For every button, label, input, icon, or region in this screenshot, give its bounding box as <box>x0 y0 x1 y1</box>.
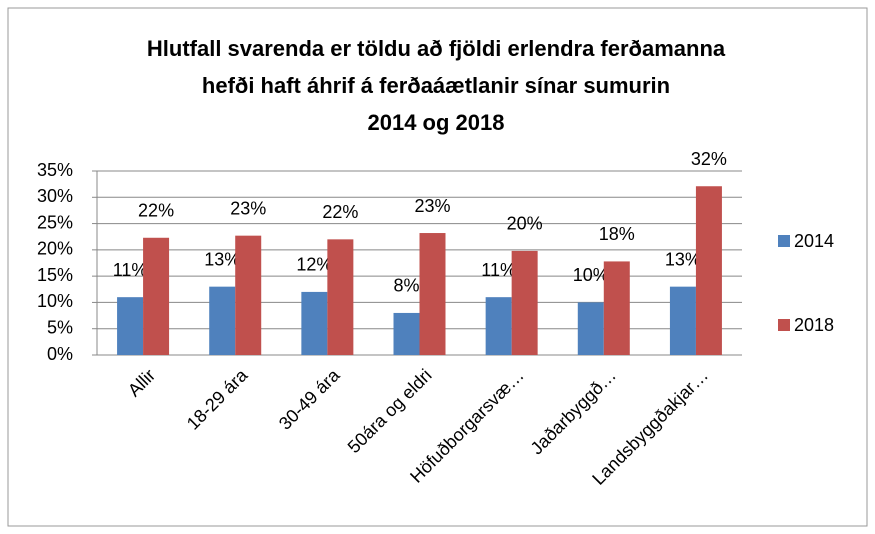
y-tick-label: 25% <box>37 212 73 232</box>
legend-label: 2014 <box>794 231 834 251</box>
data-label: 23% <box>414 196 450 216</box>
bar <box>327 239 354 355</box>
y-tick-label: 10% <box>37 291 73 311</box>
chart-title: 2014 og 2018 <box>368 110 505 135</box>
legend-swatch <box>778 235 790 247</box>
data-label: 12% <box>296 255 332 275</box>
data-label: 23% <box>230 198 266 218</box>
bar <box>511 250 538 355</box>
data-label: 32% <box>691 149 727 169</box>
bar <box>669 286 696 355</box>
data-label: 13% <box>204 249 240 269</box>
chart-title: hefði haft áhrif á ferðaáætlanir sínar s… <box>202 73 670 98</box>
bar <box>393 312 420 355</box>
y-tick-label: 35% <box>37 160 73 180</box>
bar <box>235 235 262 355</box>
bar <box>209 286 236 355</box>
data-label: 11% <box>113 260 148 280</box>
data-label: 22% <box>138 201 174 221</box>
bar <box>117 297 144 355</box>
y-tick-label: 20% <box>37 239 73 259</box>
legend-label: 2018 <box>794 315 834 335</box>
y-tick-label: 15% <box>37 265 73 285</box>
data-label: 18% <box>599 224 635 244</box>
bar <box>577 302 604 355</box>
bar <box>143 237 170 355</box>
data-label: 13% <box>665 249 701 269</box>
bar <box>695 186 722 355</box>
bar <box>603 261 630 355</box>
y-tick-label: 30% <box>37 186 73 206</box>
data-label: 8% <box>393 276 419 296</box>
data-label: 10% <box>573 265 609 285</box>
data-label: 22% <box>322 202 358 222</box>
data-label: 11% <box>481 260 516 280</box>
y-tick-label: 5% <box>47 317 73 337</box>
bar <box>419 233 446 355</box>
chart-title: Hlutfall svarenda er töldu að fjöldi erl… <box>147 36 726 61</box>
legend-swatch <box>778 319 790 331</box>
data-label: 20% <box>507 214 543 234</box>
bar <box>485 297 512 355</box>
bar <box>301 291 328 355</box>
y-tick-label: 0% <box>47 344 73 364</box>
